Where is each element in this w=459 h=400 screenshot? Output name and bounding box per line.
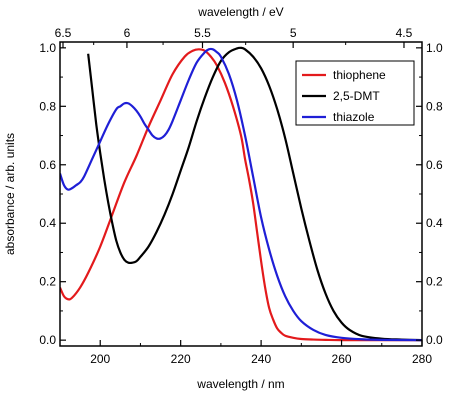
- top-tick-label: 5.5: [194, 26, 211, 40]
- x-tick-label: 240: [251, 352, 271, 366]
- y-right-tick-label: 0.4: [426, 216, 443, 230]
- y-right-tick-label: 1.0: [426, 41, 443, 55]
- y-tick-label: 0.4: [39, 216, 56, 230]
- y-axis-label: absorbance / arb. units: [3, 133, 17, 255]
- y-right-tick-label: 0.0: [426, 333, 443, 347]
- y-tick-label: 0.8: [39, 99, 56, 113]
- series-line-1: [87, 46, 422, 342]
- legend-label-1: 2,5-DMT: [333, 89, 380, 103]
- y-tick-label: 0.6: [39, 158, 56, 172]
- y-tick-label: 0.2: [39, 275, 56, 289]
- top-tick-label: 6.5: [55, 26, 72, 40]
- series-line-0: [60, 48, 422, 342]
- legend-box: [295, 60, 415, 126]
- x-axis-label: wavelength / nm: [196, 377, 284, 391]
- x-tick-label: 200: [90, 352, 110, 366]
- x-tick-label: 260: [332, 352, 352, 366]
- top-tick-label: 5: [290, 26, 297, 40]
- legend-label-0: thiophene: [333, 68, 386, 82]
- y-tick-label: 0.0: [39, 333, 56, 347]
- top-tick-label: 6: [124, 26, 131, 40]
- x-tick-label: 220: [171, 352, 191, 366]
- y-right-tick-label: 0.6: [426, 158, 443, 172]
- y-right-tick-label: 0.8: [426, 99, 443, 113]
- x-tick-label: 280: [412, 352, 432, 366]
- series-line-2: [60, 47, 422, 342]
- top-tick-label: 4.5: [396, 26, 413, 40]
- legend-label-2: thiazole: [333, 110, 375, 124]
- ticks: 200 220 240 260 280 0.0 0.0 0.2 0.2 0.4 0.4 0.6 0.6 0…: [39, 26, 443, 366]
- y-tick-label: 1.0: [39, 41, 56, 55]
- y-right-tick-label: 0.2: [426, 275, 443, 289]
- top-x-axis-label: wavelength / eV: [197, 5, 283, 19]
- curves: [60, 46, 422, 342]
- legend: thiophene 2,5-DMT thiazole: [295, 60, 415, 126]
